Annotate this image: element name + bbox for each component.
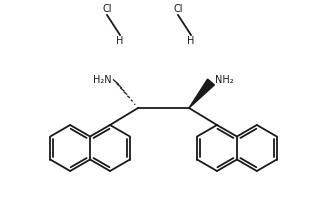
Polygon shape [189, 79, 215, 108]
Text: H: H [187, 36, 195, 46]
Text: H: H [116, 36, 124, 46]
Text: NH₂: NH₂ [215, 75, 233, 85]
Text: H₂N: H₂N [94, 75, 112, 85]
Text: Cl: Cl [102, 4, 112, 14]
Text: Cl: Cl [173, 4, 183, 14]
